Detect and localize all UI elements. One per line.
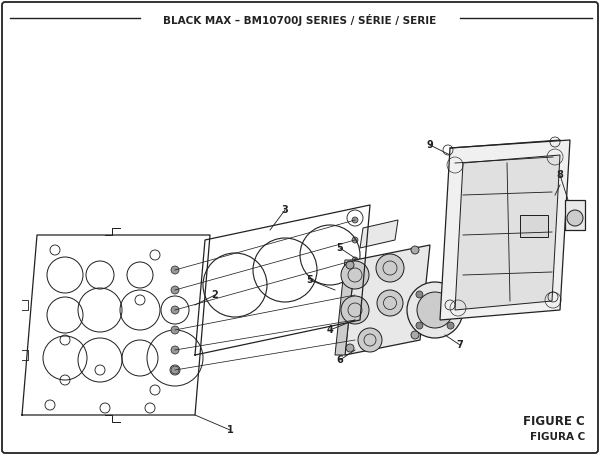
Polygon shape: [345, 245, 430, 355]
Circle shape: [376, 254, 404, 282]
Circle shape: [171, 306, 179, 314]
Polygon shape: [455, 155, 560, 310]
Circle shape: [417, 292, 453, 328]
Text: 8: 8: [557, 170, 563, 180]
Text: FIGURA C: FIGURA C: [530, 432, 585, 442]
Circle shape: [411, 246, 419, 254]
Circle shape: [171, 346, 179, 354]
Text: 5: 5: [337, 243, 343, 253]
Circle shape: [171, 286, 179, 294]
Text: FIGURE C: FIGURE C: [523, 415, 585, 428]
Circle shape: [416, 322, 423, 329]
Circle shape: [447, 291, 454, 298]
Polygon shape: [360, 220, 398, 248]
Text: 5: 5: [307, 275, 313, 285]
Circle shape: [341, 261, 369, 289]
Text: 9: 9: [427, 140, 433, 150]
Text: 1: 1: [227, 425, 233, 435]
Circle shape: [411, 331, 419, 339]
Circle shape: [346, 344, 354, 352]
Text: BLACK MAX – BM10700J SERIES / SÉRIE / SERIE: BLACK MAX – BM10700J SERIES / SÉRIE / SE…: [163, 14, 437, 26]
Polygon shape: [335, 260, 355, 355]
Circle shape: [171, 266, 179, 274]
Circle shape: [567, 210, 583, 226]
Circle shape: [407, 282, 463, 338]
Circle shape: [352, 337, 358, 343]
Text: 3: 3: [281, 205, 289, 215]
Polygon shape: [440, 140, 570, 320]
Circle shape: [352, 292, 358, 298]
Circle shape: [447, 322, 454, 329]
Circle shape: [352, 317, 358, 323]
Circle shape: [358, 328, 382, 352]
Text: 2: 2: [212, 290, 218, 300]
Circle shape: [171, 326, 179, 334]
Text: 7: 7: [457, 340, 463, 350]
Circle shape: [352, 257, 358, 263]
Text: 6: 6: [337, 355, 343, 365]
Circle shape: [352, 217, 358, 223]
Circle shape: [377, 290, 403, 316]
Bar: [565, 200, 585, 230]
Circle shape: [352, 237, 358, 243]
Circle shape: [171, 366, 179, 374]
Circle shape: [416, 291, 423, 298]
Bar: [520, 215, 548, 237]
Circle shape: [346, 261, 354, 269]
Text: 4: 4: [326, 325, 334, 335]
Circle shape: [341, 296, 369, 324]
